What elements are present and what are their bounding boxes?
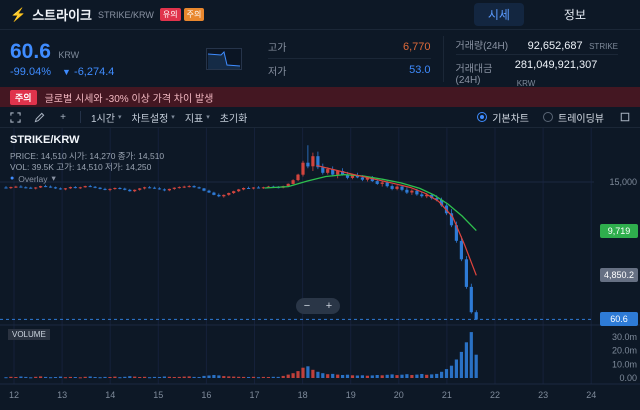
header-tabs: 시세 정보 bbox=[473, 3, 630, 26]
tab-info[interactable]: 정보 bbox=[563, 8, 586, 22]
tab-market-price[interactable]: 시세 bbox=[473, 3, 524, 26]
svg-text:15,000: 15,000 bbox=[609, 177, 637, 187]
basic-chart-radio[interactable]: 기본차트 bbox=[477, 110, 529, 125]
svg-text:23: 23 bbox=[538, 390, 548, 400]
zoom-in-button[interactable]: + bbox=[325, 300, 333, 312]
header: ⚡ 스트라이크 STRIKE/KRW 유의 주의 시세 정보 bbox=[0, 0, 640, 30]
change-amount: -6,274.4 bbox=[74, 65, 115, 78]
last-price-badge: 60.6 bbox=[600, 312, 638, 327]
warning-banner: 주의 글로벌 시세와 -30% 이상 가격 차이 발생 bbox=[0, 87, 640, 107]
chevron-down-icon: ▾ bbox=[206, 114, 210, 121]
price-unit: KRW bbox=[58, 49, 80, 60]
turnover24h-unit: KRW bbox=[516, 78, 536, 88]
reset-button[interactable]: 초기화 bbox=[219, 113, 248, 125]
chart-canvas[interactable]: 15,000 30.0m 20.0m 10.0m 0.00 12 13 14 15 16 17 18 1… bbox=[0, 128, 640, 409]
chevron-down-icon: ▾ bbox=[117, 114, 122, 121]
volume-pane-label: VOLUME bbox=[8, 329, 50, 340]
warning-message: 글로벌 시세와 -30% 이상 가격 차이 발생 bbox=[44, 93, 214, 105]
overlay-legend[interactable]: ● Overlay ▾ bbox=[10, 173, 56, 184]
volume24h-label: 거래량(24H) bbox=[455, 41, 509, 52]
svg-text:22: 22 bbox=[490, 390, 500, 400]
fullscreen-icon[interactable] bbox=[8, 110, 22, 124]
radio-on-icon bbox=[477, 112, 488, 122]
svg-text:17: 17 bbox=[249, 390, 259, 400]
down-arrow-icon: ▼ bbox=[62, 66, 71, 77]
change-percent: -99.04% bbox=[10, 65, 51, 78]
svg-text:14: 14 bbox=[105, 390, 115, 400]
expand-panel-icon[interactable] bbox=[618, 110, 632, 124]
coin-lightning-icon: ⚡ bbox=[10, 6, 27, 22]
turnover24h-label: 거래대금(24H) bbox=[455, 63, 493, 86]
mini-sparkline bbox=[206, 47, 242, 70]
chart-info-line-1: PRICE: 14,510 시가: 14,270 종가: 14,510 bbox=[10, 151, 165, 161]
low-value: 53.0 bbox=[409, 64, 431, 77]
volume24h-value: 92,652,687 bbox=[527, 39, 583, 52]
price-summary: 60.6 KRW -99.04% ▼ -6,274.4 고가 6,770 저가 … bbox=[0, 30, 640, 88]
zoom-control: − + bbox=[296, 298, 340, 314]
draw-pencil-icon[interactable] bbox=[32, 110, 46, 124]
chart-settings-dropdown[interactable]: 차트설정 ▾ bbox=[131, 113, 175, 125]
svg-text:20.0m: 20.0m bbox=[612, 346, 637, 356]
svg-text:12: 12 bbox=[9, 390, 19, 400]
high-value: 6,770 bbox=[402, 40, 431, 53]
svg-text:19: 19 bbox=[346, 390, 356, 400]
zoom-out-button[interactable]: − bbox=[303, 300, 311, 312]
ma-red-price-badge: 4,850.2 bbox=[599, 268, 638, 283]
svg-text:21: 21 bbox=[442, 390, 452, 400]
chart-area: 15,000 30.0m 20.0m 10.0m 0.00 12 13 14 15 16 17 18 1… bbox=[0, 128, 640, 409]
warning-badge: 주의 bbox=[10, 89, 37, 105]
add-icon[interactable]: + bbox=[60, 111, 66, 123]
caution-badge-red: 유의 bbox=[159, 8, 181, 21]
stats-grid: 고가 6,770 저가 53.0 거래량(24H) 92,652,687 STR… bbox=[256, 35, 630, 88]
chart-toolbar: + 1시간 ▾ 차트설정 ▾ 지표 ▾ 초기화 기본차트 트레이딩뷰 bbox=[0, 107, 640, 128]
volume24h-unit: STRIKE bbox=[589, 41, 618, 51]
turnover24h-value: 281,049,921,307 bbox=[514, 58, 598, 71]
svg-text:13: 13 bbox=[57, 390, 67, 400]
svg-text:16: 16 bbox=[201, 390, 211, 400]
svg-text:10.0m: 10.0m bbox=[612, 359, 637, 369]
svg-text:15: 15 bbox=[153, 390, 163, 400]
overlay-bullet-icon: ● bbox=[10, 175, 15, 182]
coin-name: 스트라이크 bbox=[32, 8, 92, 23]
current-price: 60.6 bbox=[10, 39, 51, 63]
radio-off-icon bbox=[543, 112, 553, 122]
price-block: 60.6 KRW -99.04% ▼ -6,274.4 bbox=[10, 40, 160, 78]
svg-text:24: 24 bbox=[586, 390, 596, 400]
chart-symbol: STRIKE/KRW bbox=[10, 134, 80, 146]
low-label: 저가 bbox=[268, 66, 287, 78]
svg-text:30.0m: 30.0m bbox=[612, 332, 637, 342]
interval-dropdown[interactable]: 1시간 ▾ bbox=[91, 113, 122, 125]
caution-badge-orange: 주의 bbox=[183, 8, 205, 21]
svg-text:0.00: 0.00 bbox=[619, 373, 637, 383]
chevron-down-icon: ▾ bbox=[51, 173, 56, 183]
svg-text:18: 18 bbox=[298, 390, 308, 400]
svg-text:20: 20 bbox=[394, 390, 404, 400]
chart-info-line-2: VOL: 39.5K 고가: 14,510 저가: 14,250 bbox=[10, 162, 152, 172]
toolbar-divider bbox=[80, 111, 81, 123]
coin-pair: STRIKE/KRW bbox=[98, 9, 154, 20]
ma-green-price-badge: 9,719 bbox=[600, 223, 638, 238]
tradingview-radio[interactable]: 트레이딩뷰 bbox=[543, 110, 604, 125]
high-label: 고가 bbox=[268, 43, 287, 55]
chevron-down-icon: ▾ bbox=[171, 114, 175, 121]
indicators-dropdown[interactable]: 지표 ▾ bbox=[184, 113, 210, 125]
